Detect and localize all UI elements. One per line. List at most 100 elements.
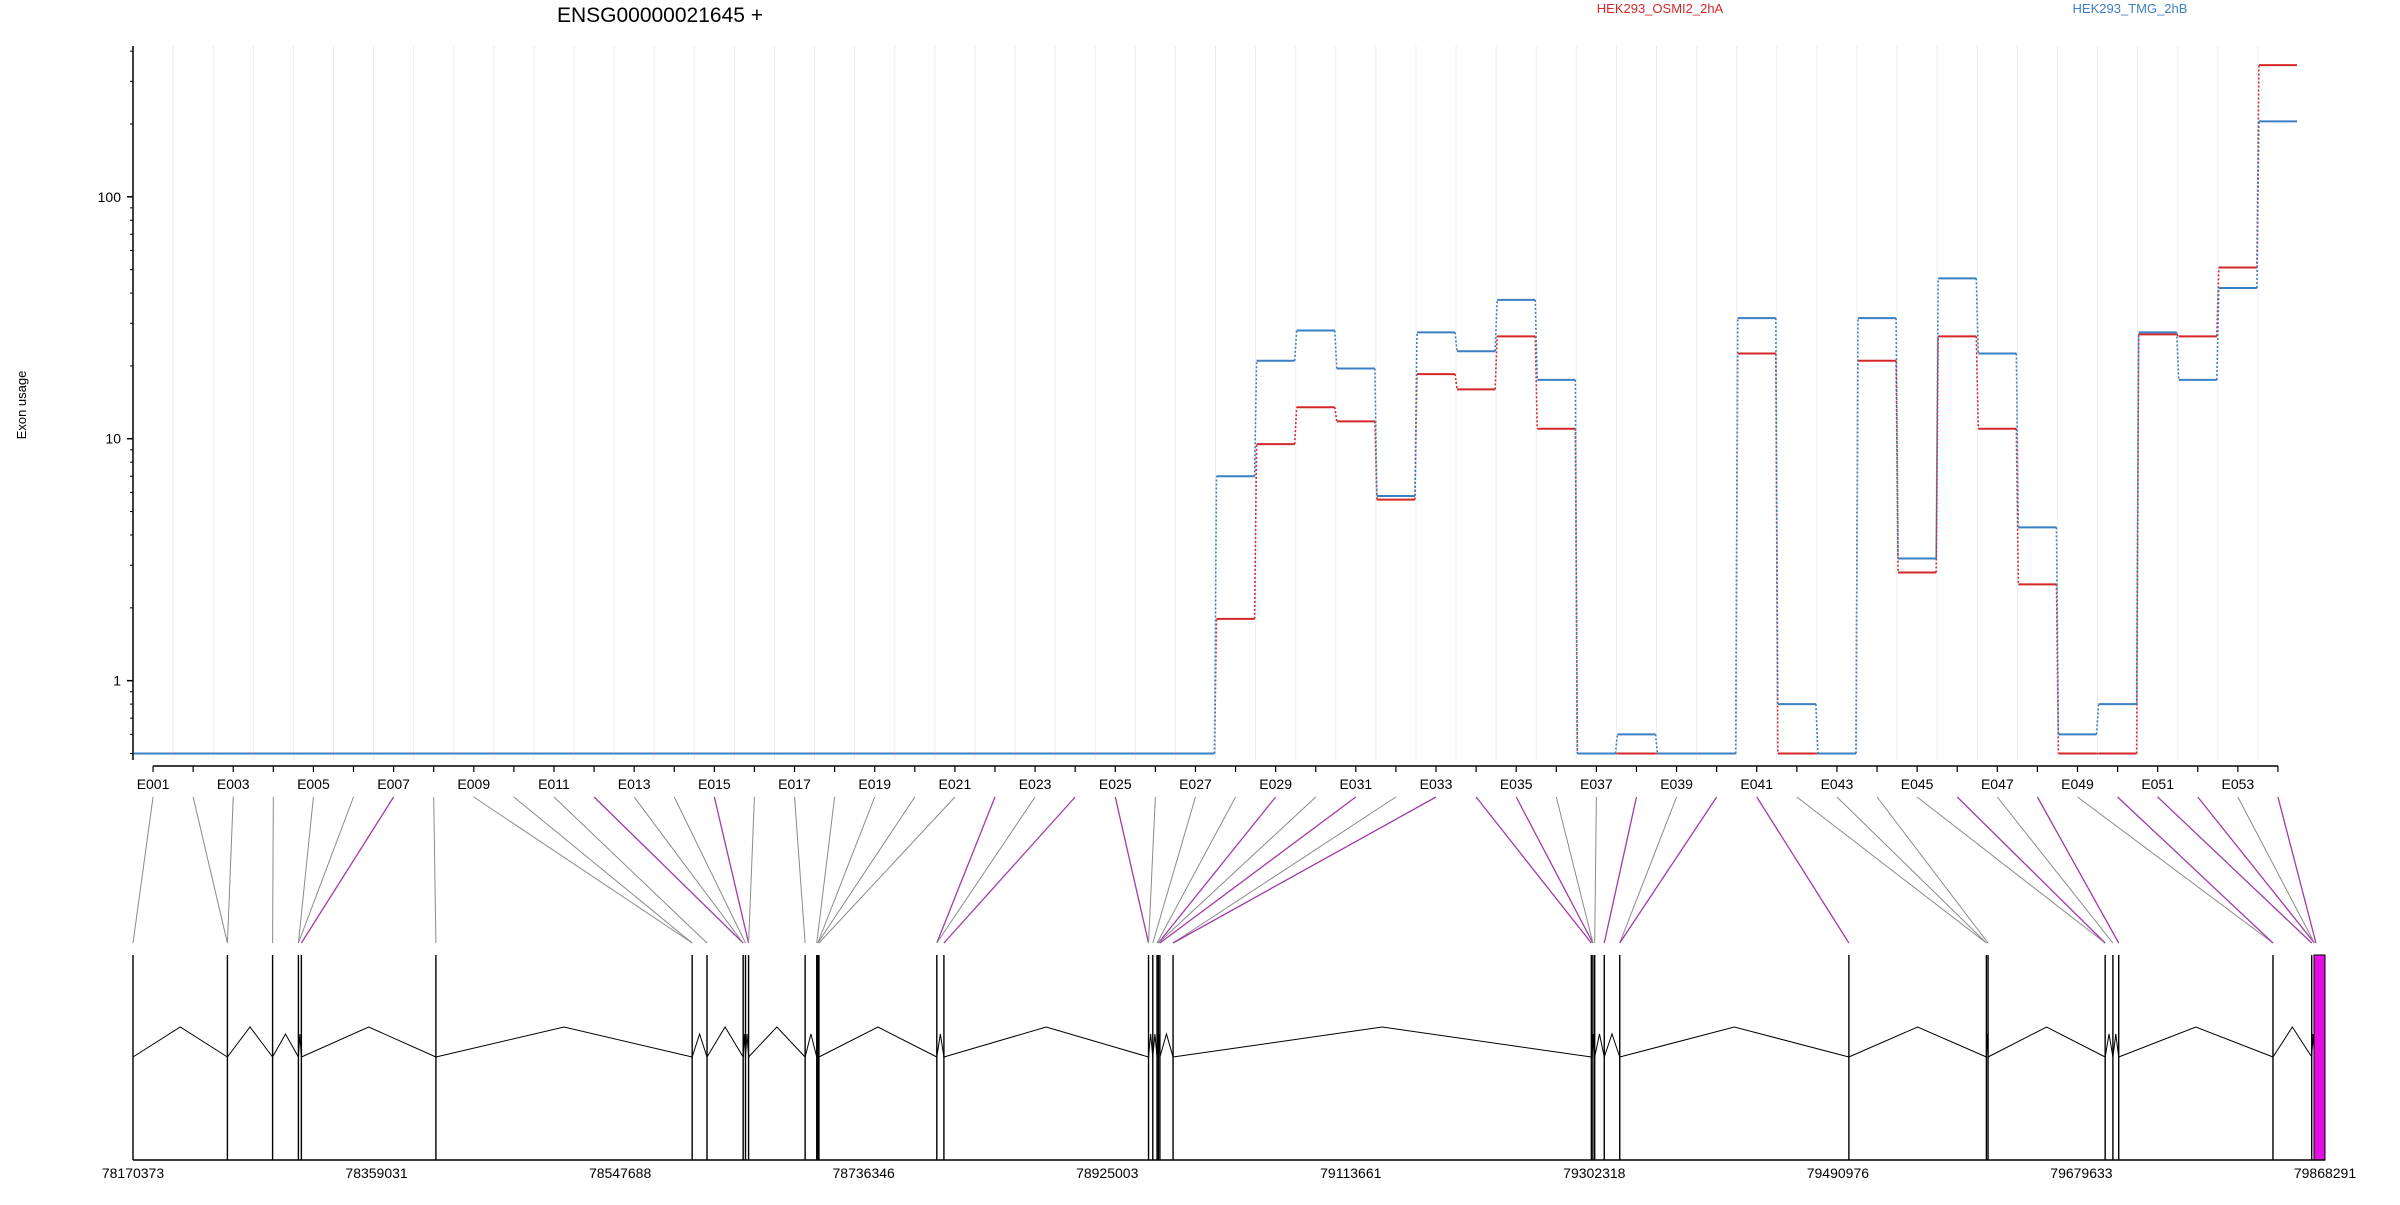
x-tick-label: E041 [1740, 776, 1773, 792]
step-connector [1855, 318, 1859, 754]
intron-line [435, 1026, 693, 1058]
exon-connector [132, 796, 154, 944]
x-tick-label: E003 [217, 776, 250, 792]
intron-line [1987, 1026, 2106, 1058]
step-connector [1494, 336, 1498, 390]
exon-connector [1515, 796, 1594, 944]
x-tick-label: E015 [698, 776, 731, 792]
x-tick-label: E053 [2222, 776, 2255, 792]
exon-connector [1796, 796, 1987, 944]
exon-connector [1916, 796, 2106, 944]
exon-connector [2157, 796, 2313, 944]
y-tick-label: 100 [98, 189, 122, 205]
exon-connector [593, 796, 744, 944]
exon-connector [1156, 796, 1236, 944]
x-tick-label: E023 [1019, 776, 1052, 792]
x-tick-label: E043 [1821, 776, 1854, 792]
legend-label-tmg: HEK293_TMG_2hB [2073, 1, 2188, 16]
intron-line [227, 1026, 273, 1058]
exon-connector [2237, 796, 2315, 944]
step-connector [1374, 368, 1378, 496]
exon-connector [2197, 796, 2315, 944]
exon-connector [300, 796, 395, 944]
intron-line [272, 1032, 299, 1058]
step-connector [1654, 734, 1659, 754]
x-tick-label: E007 [377, 776, 410, 792]
exon-connector [1148, 796, 1156, 944]
intron-line [1172, 1026, 1592, 1058]
exon-connector [936, 796, 996, 944]
genomic-tick-label: 78925003 [1076, 1165, 1139, 1181]
y-axis-label: Exon usage [14, 371, 29, 440]
x-tick-label: E045 [1901, 776, 1934, 792]
intron-line [1159, 1032, 1174, 1058]
x-tick-label: E027 [1179, 776, 1212, 792]
exon-connector [1172, 796, 1397, 944]
exon-connector [297, 796, 314, 944]
intron-line [1603, 1032, 1621, 1058]
exon-connector [1603, 796, 1638, 944]
exon-connector [748, 796, 755, 944]
genomic-tick-label: 79302318 [1563, 1165, 1626, 1181]
x-tick-label: E025 [1099, 776, 1132, 792]
exon-connector [1159, 796, 1357, 944]
exon-connector [1555, 796, 1594, 944]
step-connector [1935, 336, 1939, 573]
exon-connector [513, 796, 693, 944]
x-tick-label: E029 [1259, 776, 1292, 792]
x-tick-label: E005 [297, 776, 330, 792]
step-connector [2055, 527, 2060, 735]
x-tick-label: E049 [2061, 776, 2094, 792]
step-connector [1935, 278, 1939, 559]
step-connector [1454, 373, 1458, 390]
x-tick-label: E013 [618, 776, 651, 792]
exon-connector [1956, 796, 2106, 944]
exon-connector [2036, 796, 2120, 944]
step-connector [1414, 332, 1418, 496]
x-tick-label: E033 [1420, 776, 1453, 792]
y-tick-label: 10 [105, 431, 121, 447]
step-connector [1253, 444, 1258, 619]
step-connector [1774, 318, 1779, 705]
exon-connector [297, 796, 354, 944]
exon-connector [816, 796, 836, 944]
intron-line [2104, 1033, 2114, 1058]
plot-area: 1 10 100 E001 E003 E005 E007 E009 E011 E013 E015 E0… [98, 46, 2356, 1181]
intron-line [1148, 1033, 1154, 1058]
x-tick-label: E021 [939, 776, 972, 792]
exon-connector [2117, 796, 2274, 944]
genomic-tick-label: 78170373 [102, 1165, 165, 1181]
exon-connector [433, 796, 437, 944]
step-connector [2095, 704, 2100, 735]
step-connector [1534, 299, 1539, 380]
step-connector [1975, 278, 1980, 354]
exon-connector [713, 796, 750, 944]
exon-connector [1836, 796, 1987, 944]
exon-connector [1594, 796, 1597, 944]
intron-line [2112, 1033, 2120, 1058]
exon-connector [226, 796, 234, 944]
intron-line [1152, 1033, 1158, 1058]
intron-line [936, 1033, 945, 1058]
highlighted-exon [2313, 954, 2326, 1161]
genomic-tick-label: 78359031 [345, 1165, 408, 1181]
intron-line [1619, 1026, 1850, 1058]
step-connector [1815, 704, 1819, 754]
step-connector [1975, 336, 1980, 429]
step-connector [2135, 332, 2140, 705]
exon-connector [1996, 796, 2114, 944]
exon-connector [1475, 796, 1592, 944]
x-tick-label: E037 [1580, 776, 1613, 792]
x-tick-label: E011 [538, 776, 570, 792]
step-connector [1293, 330, 1298, 361]
x-tick-label: E047 [1981, 776, 2014, 792]
intron-line [2272, 1026, 2313, 1058]
x-tick-label: E031 [1339, 776, 1372, 792]
intron-line [2118, 1026, 2274, 1058]
exon-connector [553, 796, 708, 944]
x-tick-label: E039 [1660, 776, 1693, 792]
x-tick-label: E019 [858, 776, 891, 792]
step-connector [2015, 353, 2020, 528]
